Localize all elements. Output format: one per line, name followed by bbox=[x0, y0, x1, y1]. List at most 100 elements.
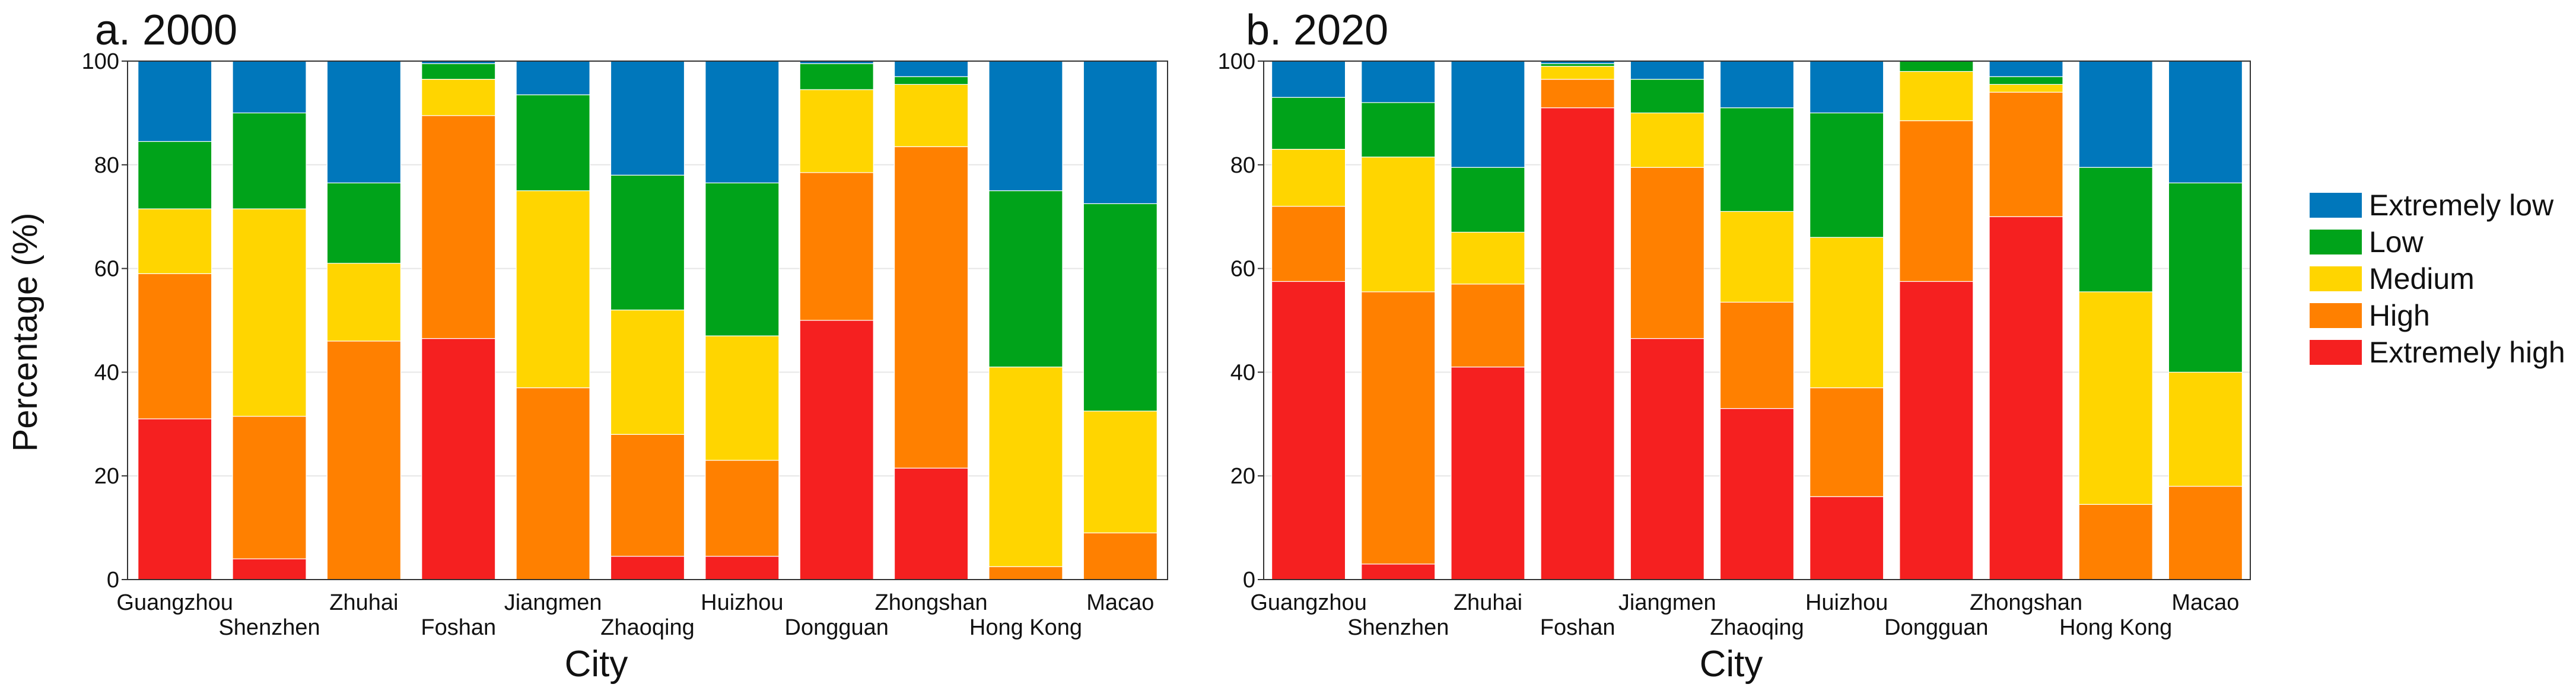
bar-segment-jiangmen-extremely-low bbox=[516, 61, 590, 96]
legend-item-medium: Medium bbox=[2310, 262, 2475, 295]
bar-segment-dongguan-extremely-high bbox=[799, 320, 874, 580]
legend-label-extremely-low: Extremely low bbox=[2369, 189, 2554, 222]
bar-segment-foshan-low bbox=[421, 63, 496, 80]
bar-segment-dongguan-medium bbox=[799, 89, 874, 173]
bar-segment-hong-kong-extremely-low bbox=[988, 61, 1063, 192]
bar-stack-jiangmen bbox=[1630, 61, 1704, 580]
panel-a-title: a. 2000 bbox=[95, 7, 237, 54]
bar-segment-guangzhou-medium bbox=[138, 208, 212, 274]
bar-segment-shenzhen-low bbox=[1361, 102, 1436, 158]
panel-b-bars bbox=[1271, 61, 2243, 580]
bar-segment-shenzhen-extremely-high bbox=[1361, 564, 1436, 580]
legend-swatch-high bbox=[2310, 303, 2362, 328]
bar-segment-shenzhen-high bbox=[232, 416, 307, 559]
bar-segment-zhaoqing-extremely-low bbox=[1719, 61, 1795, 109]
bar-stack-foshan bbox=[421, 61, 496, 580]
bar-segment-guangzhou-low bbox=[1271, 97, 1346, 150]
bar-stack-huizhou bbox=[1809, 61, 1884, 580]
bar-segment-zhongshan-high bbox=[1989, 91, 2063, 217]
y-tick-label: 20 bbox=[94, 464, 119, 489]
bar-segment-shenzhen-low bbox=[232, 112, 307, 209]
x-tick-label-guangzhou: Guangzhou bbox=[1250, 590, 1367, 615]
bar-stack-dongguan bbox=[1899, 61, 1974, 580]
x-tick-label-guangzhou: Guangzhou bbox=[116, 590, 233, 615]
bar-segment-guangzhou-high bbox=[138, 273, 212, 419]
bar-segment-guangzhou-extremely-low bbox=[138, 61, 212, 142]
bar-segment-guangzhou-high bbox=[1271, 206, 1346, 282]
legend-item-low: Low bbox=[2310, 225, 2424, 259]
bar-segment-zhaoqing-extremely-high bbox=[1719, 408, 1795, 580]
bar-segment-zhuhai-low bbox=[1451, 167, 1525, 233]
bar-stack-shenzhen bbox=[232, 61, 307, 580]
legend-swatch-medium bbox=[2310, 266, 2362, 291]
bar-segment-foshan-high bbox=[1540, 78, 1615, 109]
bar-segment-guangzhou-low bbox=[138, 141, 212, 209]
bar-segment-zhongshan-extremely-high bbox=[1989, 216, 2063, 580]
bar-segment-foshan-medium bbox=[1540, 66, 1615, 80]
x-tick-label-foshan: Foshan bbox=[1540, 615, 1615, 640]
x-tick-label-zhuhai: Zhuhai bbox=[1454, 590, 1522, 615]
bar-segment-jiangmen-medium bbox=[516, 190, 590, 389]
x-tick-label-foshan: Foshan bbox=[421, 615, 496, 640]
bar-segment-huizhou-extremely-low bbox=[1809, 61, 1884, 114]
y-tick-label: 0 bbox=[1243, 568, 1255, 593]
bar-segment-macao-low bbox=[2168, 182, 2243, 373]
bar-segment-macao-low bbox=[1083, 203, 1157, 412]
bar-stack-guangzhou bbox=[138, 61, 212, 580]
bar-segment-huizhou-extremely-high bbox=[705, 556, 780, 580]
bar-stack-dongguan bbox=[799, 61, 874, 580]
bar-segment-huizhou-high bbox=[705, 460, 780, 557]
bar-stack-zhuhai bbox=[1451, 61, 1525, 580]
x-tick-label-huizhou: Huizhou bbox=[1805, 590, 1888, 615]
bar-segment-shenzhen-extremely-low bbox=[1361, 61, 1436, 103]
x-tick-label-dongguan: Dongguan bbox=[785, 615, 889, 640]
bar-segment-huizhou-extremely-low bbox=[705, 61, 780, 183]
bar-segment-guangzhou-extremely-low bbox=[1271, 61, 1346, 98]
bar-segment-zhuhai-extremely-low bbox=[1451, 61, 1525, 168]
x-tick-label-zhuhai: Zhuhai bbox=[329, 590, 398, 615]
bar-segment-shenzhen-extremely-high bbox=[232, 558, 307, 580]
y-tick-label: 0 bbox=[107, 568, 119, 593]
bar-segment-foshan-low bbox=[1540, 63, 1615, 67]
bar-stack-jiangmen bbox=[516, 61, 590, 580]
bar-stack-huizhou bbox=[705, 61, 780, 580]
bar-segment-huizhou-medium bbox=[1809, 237, 1884, 389]
legend-item-extremely-high: Extremely high bbox=[2310, 336, 2565, 369]
bar-segment-hong-kong-medium bbox=[2078, 291, 2153, 505]
bar-stack-hong-kong bbox=[988, 61, 1063, 580]
bar-segment-shenzhen-high bbox=[1361, 291, 1436, 565]
legend-label-extremely-high: Extremely high bbox=[2369, 336, 2565, 369]
panel-b-title: b. 2020 bbox=[1246, 7, 1388, 54]
bar-segment-huizhou-low bbox=[705, 182, 780, 336]
panel-b-x-axis-label: City bbox=[1700, 644, 1763, 685]
bar-segment-hong-kong-high bbox=[2078, 504, 2153, 580]
bar-segment-zhaoqing-low bbox=[1719, 107, 1795, 212]
bar-segment-jiangmen-high bbox=[1630, 167, 1704, 339]
bar-stack-macao bbox=[1083, 61, 1157, 580]
panel-b-2020: b. 2020 City 0 20 40 60 80 100 GuangzhouShenz… bbox=[1218, 7, 2251, 685]
legend-swatch-extremely-high bbox=[2310, 340, 2362, 365]
bar-segment-hong-kong-low bbox=[2078, 167, 2153, 292]
x-tick-label-shenzhen: Shenzhen bbox=[1347, 615, 1449, 640]
bar-stack-zhaoqing bbox=[1719, 61, 1795, 580]
y-tick-label: 100 bbox=[1218, 49, 1255, 74]
bar-segment-zhongshan-low bbox=[1989, 76, 2063, 85]
x-tick-label-zhongshan: Zhongshan bbox=[1970, 590, 2082, 615]
bar-segment-zhaoqing-medium bbox=[610, 309, 685, 435]
bar-segment-zhuhai-low bbox=[326, 182, 402, 264]
bar-stack-zhuhai bbox=[326, 61, 402, 580]
y-tick-label: 20 bbox=[1230, 464, 1255, 489]
bar-segment-zhuhai-medium bbox=[326, 263, 402, 342]
bar-segment-macao-high bbox=[2168, 486, 2243, 580]
bar-segment-zhaoqing-high bbox=[1719, 301, 1795, 409]
bar-segment-dongguan-high bbox=[799, 172, 874, 321]
y-tick-label: 80 bbox=[1230, 153, 1255, 178]
legend-item-extremely-low: Extremely low bbox=[2310, 189, 2554, 222]
bar-segment-dongguan-medium bbox=[1899, 71, 1974, 122]
legend-label-medium: Medium bbox=[2369, 262, 2475, 295]
y-tick-label: 80 bbox=[94, 153, 119, 178]
panel-a-plot-frame bbox=[127, 61, 1168, 580]
